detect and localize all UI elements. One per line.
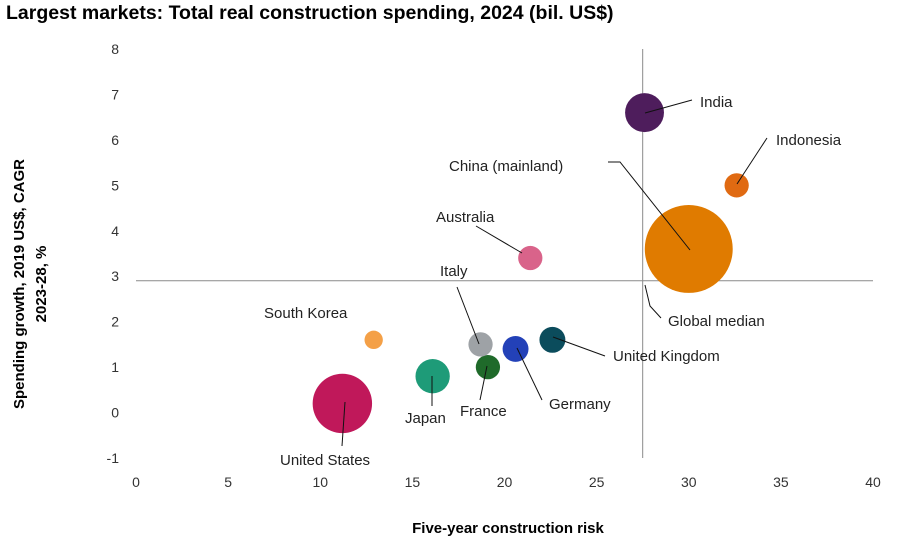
x-tick-label: 10 (312, 474, 328, 490)
bubble-italy (468, 332, 493, 357)
label-south-korea: South Korea (264, 305, 348, 322)
y-tick-label: 3 (111, 268, 119, 284)
y-tick-label: 7 (111, 86, 119, 102)
label-india: India (700, 94, 733, 111)
label-germany: Germany (549, 396, 611, 413)
y-tick-label: 1 (111, 359, 119, 375)
leader-line-united-states (341, 401, 346, 447)
x-tick-label: 15 (405, 474, 421, 490)
x-tick-label: 20 (497, 474, 513, 490)
leader-line-india (644, 99, 693, 114)
y-tick-label: 0 (111, 405, 119, 421)
label-global-median: Global median (668, 313, 765, 330)
bubble-indonesia (724, 173, 749, 198)
leader-line-germany (516, 347, 543, 401)
label-indonesia: Indonesia (776, 132, 842, 149)
reference-lines (136, 49, 873, 458)
bubble-united-states (312, 373, 373, 434)
y-tick-label: 8 (111, 41, 119, 57)
x-tick-label: 40 (865, 474, 881, 490)
x-tick-label: 35 (773, 474, 789, 490)
y-tick-label: 4 (111, 223, 119, 239)
leader-line-australia (475, 225, 523, 254)
label-united-states: United States (280, 452, 370, 469)
bubble-france (475, 354, 501, 380)
bubbles (312, 93, 749, 434)
y-axis-title-line-2: 2023-28, % (33, 246, 50, 323)
bubble-united-kingdom (539, 326, 566, 353)
x-tick-label: 30 (681, 474, 697, 490)
label-united-kingdom: United Kingdom (613, 348, 720, 365)
y-tick-label: 5 (111, 177, 119, 193)
y-tick-label: 2 (111, 314, 119, 330)
y-tick-label: 6 (111, 132, 119, 148)
label-china-mainland: China (mainland) (449, 158, 563, 175)
leader-line-global-median (644, 284, 662, 319)
x-tick-label: 5 (224, 474, 232, 490)
leader-line-indonesia (736, 137, 768, 185)
leader-line-france (479, 365, 488, 401)
x-axis-title: Five-year construction risk (412, 520, 604, 537)
y-axis-ticks: 8 7 6 5 4 3 2 1 0 -1 (107, 41, 120, 466)
bubble-south-korea (364, 330, 383, 350)
bubble-australia (518, 245, 543, 271)
leader-line-united-kingdom (552, 336, 606, 357)
bubble-india (625, 93, 664, 133)
label-italy: Italy (440, 263, 468, 280)
label-australia: Australia (436, 209, 495, 226)
x-tick-label: 25 (589, 474, 605, 490)
leader-line-italy (456, 286, 480, 345)
x-axis-ticks: 0 5 10 15 20 25 30 35 40 (132, 474, 881, 490)
bubble-labels: United States South Korea Japan France Italy… (264, 94, 842, 469)
chart-title: Largest markets: Total real construction… (6, 2, 614, 24)
bubble-germany (502, 335, 529, 362)
y-axis-title-line-1: Spending growth, 2019 US$, CAGR (11, 159, 28, 409)
x-tick-label: 0 (132, 474, 140, 490)
leader-line-china-mainland (608, 161, 691, 251)
leader-lines (341, 99, 768, 447)
label-france: France (460, 403, 507, 420)
bubble-japan (415, 359, 450, 394)
y-tick-label: -1 (107, 450, 120, 466)
label-japan: Japan (405, 410, 446, 427)
